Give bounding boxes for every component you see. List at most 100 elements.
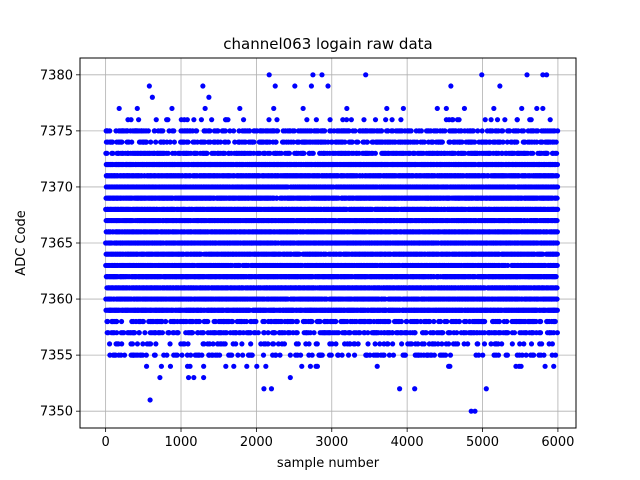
data-point [107, 128, 113, 134]
data-point [251, 139, 257, 145]
data-point [229, 352, 235, 358]
data-point [132, 330, 138, 336]
data-point [281, 341, 288, 347]
data-point [301, 150, 307, 156]
data-point [143, 363, 150, 369]
data-point [136, 117, 142, 123]
data-point [328, 352, 334, 358]
data-point [273, 139, 279, 145]
data-point [164, 352, 170, 358]
data-point [142, 330, 148, 336]
data-point [351, 352, 358, 358]
data-point [189, 330, 196, 336]
data-point [244, 363, 250, 369]
data-point [298, 352, 304, 358]
data-point [379, 128, 385, 134]
data-point [307, 363, 313, 369]
data-point [151, 128, 158, 134]
data-point [140, 318, 147, 325]
data-point [119, 139, 125, 145]
data-point [240, 352, 246, 358]
data-point [372, 341, 378, 347]
data-point [255, 330, 261, 336]
data-point [174, 352, 180, 358]
data-point [184, 117, 190, 123]
data-point [185, 139, 191, 145]
data-point [109, 139, 116, 145]
data-point [118, 318, 125, 325]
data-point [167, 341, 173, 347]
data-point [216, 352, 223, 358]
data-point [231, 363, 237, 369]
data-point [167, 363, 174, 369]
data-point [385, 341, 391, 347]
data-point [274, 128, 281, 134]
data-point [372, 117, 379, 123]
data-point [225, 117, 231, 123]
data-point [143, 352, 149, 358]
data-point [372, 150, 378, 156]
data-point [160, 128, 166, 134]
data-point [163, 318, 169, 325]
data-point [201, 363, 207, 369]
data-point [204, 150, 210, 156]
data-point [365, 341, 371, 347]
data-point [233, 341, 239, 347]
data-point [240, 117, 247, 123]
data-point [248, 341, 254, 347]
data-point [196, 318, 203, 325]
data-point [153, 139, 159, 145]
data-point [286, 150, 293, 156]
data-point [165, 150, 171, 156]
data-point [148, 139, 154, 145]
data-point [143, 139, 150, 145]
data-point [128, 117, 134, 123]
data-point [134, 341, 141, 347]
data-point [294, 318, 300, 325]
data-point [205, 318, 211, 325]
data-point [322, 128, 328, 134]
data-point [311, 330, 317, 336]
data-point [309, 352, 315, 358]
data-point [159, 318, 165, 325]
data-point [263, 363, 269, 369]
data-point [345, 352, 352, 358]
data-point [249, 352, 255, 358]
data-point [333, 318, 339, 325]
data-point [188, 352, 194, 358]
data-point [277, 352, 283, 358]
data-point [114, 330, 120, 336]
data-point [104, 150, 110, 156]
data-point [294, 330, 300, 336]
data-point [119, 341, 125, 347]
data-point [344, 117, 350, 123]
data-point [223, 363, 229, 369]
data-point [222, 341, 228, 347]
data-point [152, 352, 158, 358]
data-point [361, 117, 367, 123]
data-point [129, 341, 136, 347]
data-point [327, 117, 333, 123]
data-point [147, 341, 154, 347]
data-point [313, 117, 319, 123]
data-point [266, 117, 272, 123]
data-point [225, 139, 231, 145]
data-point [374, 363, 380, 369]
data-point [355, 139, 361, 145]
data-point [114, 318, 120, 325]
data-point [352, 128, 358, 134]
data-point [310, 150, 316, 156]
data-point [198, 117, 205, 123]
data-point [153, 117, 159, 123]
data-point [185, 341, 191, 347]
data-point [210, 341, 216, 347]
data-point [105, 318, 111, 325]
data-point [222, 128, 228, 134]
data-point [229, 318, 236, 325]
data-point [175, 330, 181, 336]
data-points [103, 72, 561, 414]
data-point [167, 139, 173, 145]
data-point [209, 117, 215, 123]
data-point [140, 352, 146, 358]
